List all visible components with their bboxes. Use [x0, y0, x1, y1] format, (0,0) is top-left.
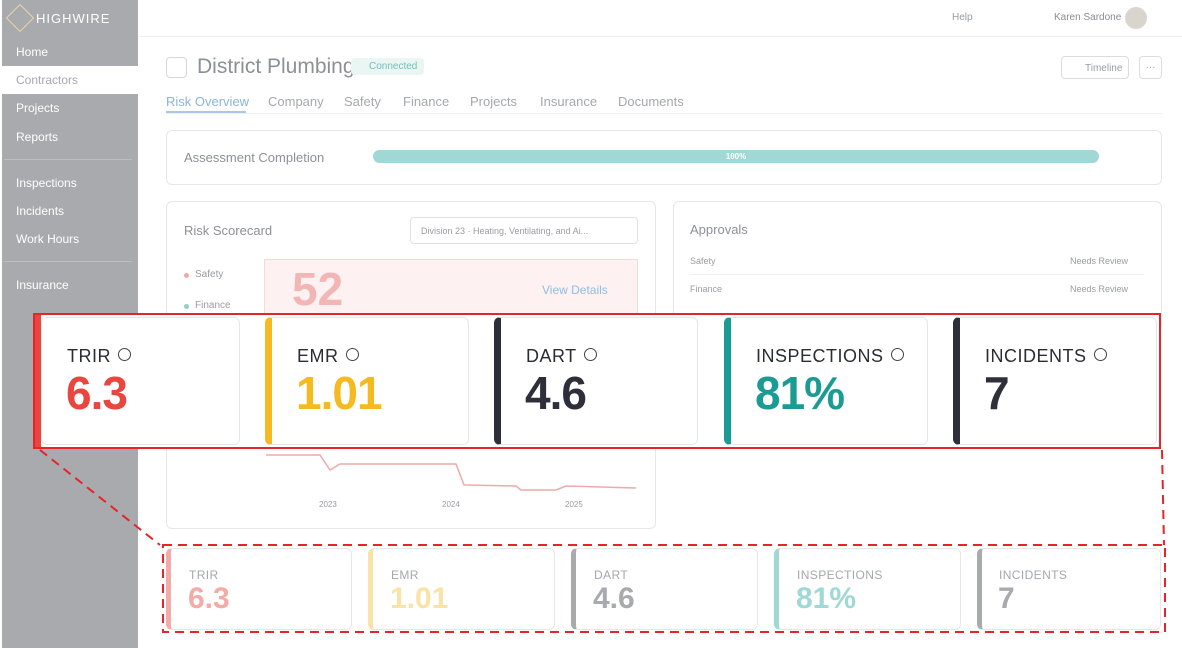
year-label: 2024 [442, 500, 460, 509]
scorecard-title: Risk Scorecard [184, 223, 273, 238]
progress-bar: 100% [373, 150, 1099, 163]
kpi-label-text: INSPECTIONS [756, 346, 884, 366]
nav-item[interactable]: Insurance [16, 278, 69, 292]
kpi-value: 1.01 [296, 367, 383, 419]
separator [4, 159, 132, 160]
kpi-label: EMR [297, 346, 359, 367]
legend-dot [184, 304, 189, 309]
kpi-card [494, 317, 698, 445]
faded-value: 4.6 [593, 582, 635, 615]
kpi-label-text: DART [526, 346, 577, 366]
kpi-value: 6.3 [66, 367, 128, 419]
faded-label: TRIR [189, 568, 219, 582]
kpi-label: INSPECTIONS [756, 346, 904, 367]
faded-value: 1.01 [390, 582, 449, 615]
more-button[interactable]: ··· [1139, 56, 1162, 79]
faded-value: 6.3 [188, 582, 230, 615]
approval-label: Safety [690, 256, 716, 266]
nav-active-bg [2, 66, 138, 94]
kpi-value: 4.6 [525, 367, 587, 419]
faded-value: 7 [998, 582, 1015, 615]
score: 52 [292, 263, 344, 315]
kpi-card [41, 317, 240, 445]
faded-label: INSPECTIONS [797, 568, 883, 582]
nav-item[interactable]: Reports [16, 130, 59, 144]
approval-status[interactable]: Needs Review [1070, 256, 1129, 266]
kpi-label: TRIR [67, 346, 131, 367]
faded-label: INCIDENTS [999, 568, 1068, 582]
row-border [690, 274, 1144, 275]
tab[interactable]: Risk Overview [166, 94, 250, 109]
faded-label: DART [594, 568, 629, 582]
nav-item[interactable]: Work Hours [16, 232, 80, 246]
info-icon[interactable] [118, 348, 131, 361]
faded-card [774, 548, 961, 630]
kpi-label-text: INCIDENTS [985, 346, 1087, 366]
tab[interactable]: Documents [618, 94, 684, 109]
kpi-card [724, 317, 928, 445]
tab-border [166, 113, 1162, 114]
approval-label: Finance [690, 284, 723, 294]
tab[interactable]: Insurance [540, 94, 598, 109]
faded-card [368, 548, 555, 630]
user-name[interactable]: Karen Sardone [1054, 12, 1122, 23]
timeline-button[interactable]: Timeline [1061, 56, 1129, 79]
header-border [138, 36, 1182, 37]
approval-status[interactable]: Needs Review [1070, 284, 1129, 294]
faded-label: EMR [391, 568, 419, 582]
faded-value: 81% [796, 582, 857, 615]
kpi-card [265, 317, 469, 445]
kpi-value: 7 [984, 367, 1010, 419]
legend-item[interactable]: Safety [195, 269, 224, 280]
brand: HIGHWIRE [36, 11, 111, 26]
kpi-card [953, 317, 1157, 445]
tab[interactable]: Safety [344, 94, 381, 109]
kpi-label: DART [526, 346, 597, 367]
kpi-value: 81% [755, 367, 845, 419]
info-icon[interactable] [345, 348, 359, 361]
score-panel [264, 259, 638, 319]
status-badge: Connected [351, 58, 425, 75]
nav-item[interactable]: Inspections [16, 176, 77, 190]
faded-card [571, 548, 758, 630]
trend-line [266, 454, 637, 491]
year-label: 2023 [319, 500, 337, 509]
kpi-label: INCIDENTS [985, 346, 1107, 367]
kpi-label-text: EMR [297, 346, 339, 366]
legend-dot [184, 273, 189, 278]
year-label: 2025 [565, 500, 583, 509]
avatar[interactable] [1125, 7, 1147, 29]
connector [39, 449, 161, 546]
approvals-title: Approvals [690, 222, 748, 237]
back-button[interactable] [166, 57, 187, 78]
help[interactable]: Help [952, 12, 973, 23]
trend-chart [266, 454, 637, 491]
nav-item[interactable]: Projects [16, 101, 60, 115]
faded-card [166, 548, 352, 630]
kpi-label-text: TRIR [67, 346, 111, 366]
accent-bar [35, 315, 41, 447]
legend-item[interactable]: Finance [195, 300, 231, 311]
view-details[interactable]: View Details [542, 283, 608, 297]
tab[interactable]: Finance [403, 94, 450, 109]
connector [1161, 449, 1165, 546]
info-icon[interactable] [1093, 348, 1107, 361]
nav-item[interactable]: Contractors [16, 73, 79, 87]
faded-card [977, 548, 1161, 630]
info-icon[interactable] [890, 348, 904, 361]
tab-underline [166, 111, 246, 113]
separator [4, 261, 132, 262]
tab[interactable]: Company [268, 94, 324, 109]
info-icon[interactable] [583, 348, 597, 361]
nav-item[interactable]: Home [16, 45, 49, 59]
division-select[interactable]: Division 23 · Heating, Ventilating, and … [410, 217, 638, 244]
nav-item[interactable]: Incidents [16, 204, 65, 218]
assessment-label: Assessment Completion [184, 150, 325, 165]
tab[interactable]: Projects [470, 94, 517, 109]
page-title: District Plumbing [197, 55, 355, 78]
